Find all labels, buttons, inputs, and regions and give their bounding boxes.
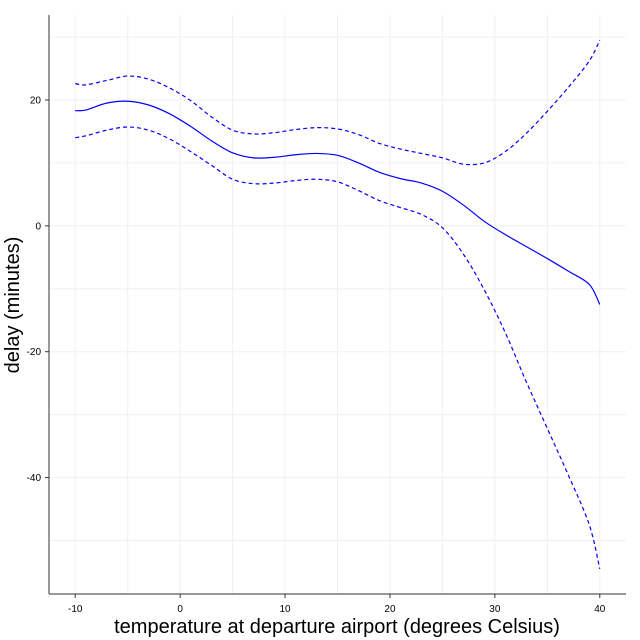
- series-line-lower-bound: [75, 126, 601, 569]
- series-layer: [75, 39, 601, 569]
- x-tick-label: 40: [594, 604, 606, 615]
- x-tick-label: 10: [279, 604, 291, 615]
- y-axis-title: delay (minutes): [2, 237, 24, 374]
- y-tick-label: 0: [35, 221, 41, 232]
- x-tick-label: 0: [177, 604, 183, 615]
- y-tick-label: -20: [27, 347, 42, 358]
- x-tick-label: -10: [68, 604, 83, 615]
- grid-layer: [49, 15, 626, 594]
- x-tick-label: 30: [489, 604, 501, 615]
- series-line-fit: [75, 100, 601, 305]
- x-tick-label: 20: [384, 604, 396, 615]
- tick-layer: -10 0 10 20 30 40 -40 -20 0 20: [27, 95, 606, 615]
- axis-layer: [48, 15, 626, 595]
- y-tick-label: 20: [30, 95, 42, 106]
- x-axis-title: temperature at departure airport (degree…: [114, 616, 560, 638]
- y-tick-label: -40: [27, 473, 42, 484]
